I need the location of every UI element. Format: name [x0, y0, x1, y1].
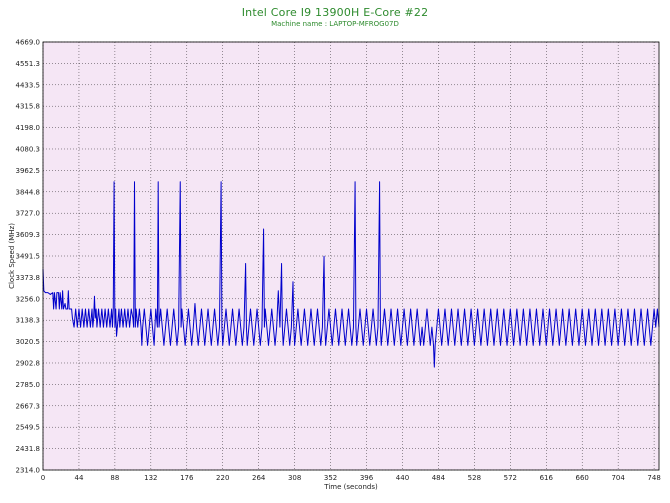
y-tick-label: 2549.5 — [16, 424, 41, 432]
x-tick-label: 352 — [324, 474, 337, 482]
y-tick-label: 4080.3 — [16, 145, 41, 153]
y-tick-label: 3138.3 — [16, 317, 41, 325]
x-tick-label: 440 — [396, 474, 409, 482]
x-axis-ticks: 0 44 88 132 176 220 264 308 352 396 440 484 528 572 61… — [41, 474, 661, 482]
y-tick-label: 2431.8 — [16, 445, 41, 453]
y-axis-ticks: 2314.0 2431.8 2549.5 2667.3 2785.0 2902.8 3020… — [16, 39, 41, 475]
x-tick-label: 660 — [576, 474, 589, 482]
plot-frame — [42, 41, 660, 471]
y-tick-label: 3020.5 — [16, 338, 41, 346]
x-tick-label: 132 — [144, 474, 157, 482]
y-tick-label: 4433.5 — [16, 81, 41, 89]
chart-title: Intel Core I9 13900H E-Core #22 — [241, 6, 429, 19]
y-tick-label: 3609.3 — [16, 231, 41, 239]
x-tick-label: 264 — [252, 474, 266, 482]
y-tick-label: 3256.0 — [16, 295, 41, 303]
x-axis-title: Time (seconds) — [323, 483, 378, 491]
y-tick-label: 2667.3 — [16, 402, 41, 410]
y-tick-label: 4198.0 — [16, 124, 41, 132]
y-tick-label: 3844.8 — [16, 188, 41, 196]
x-tick-label: 308 — [288, 474, 301, 482]
x-tick-label: 616 — [540, 474, 554, 482]
x-tick-label: 748 — [647, 474, 660, 482]
y-tick-label: 4669.0 — [16, 39, 41, 47]
x-tick-label: 572 — [504, 474, 517, 482]
y-tick-label: 3962.5 — [16, 167, 41, 175]
y-tick-label: 3491.5 — [16, 253, 41, 261]
x-tick-label: 44 — [74, 474, 83, 482]
y-tick-label: 3727.0 — [16, 210, 41, 218]
y-tick-label: 4551.3 — [16, 60, 41, 68]
chart-subtitle: Machine name : LAPTOP-MFROG07D — [271, 20, 399, 28]
x-tick-label: 220 — [216, 474, 229, 482]
clock-speed-series-line — [42, 181, 660, 368]
y-tick-label: 3373.8 — [16, 274, 41, 282]
x-tick-label: 0 — [41, 474, 45, 482]
x-tick-label: 484 — [432, 474, 446, 482]
x-tick-label: 704 — [611, 474, 625, 482]
x-tick-label: 88 — [110, 474, 119, 482]
y-tick-label: 2902.8 — [16, 359, 41, 367]
y-tick-label: 4315.8 — [16, 103, 41, 111]
x-tick-label: 176 — [180, 474, 194, 482]
y-tick-label: 2314.0 — [16, 467, 41, 475]
y-axis-title: Clock Speed (MHz) — [8, 223, 16, 289]
x-tick-label: 396 — [360, 474, 374, 482]
series-layer — [42, 181, 660, 368]
x-tick-label: 528 — [468, 474, 481, 482]
y-tick-label: 2785.0 — [16, 381, 41, 389]
